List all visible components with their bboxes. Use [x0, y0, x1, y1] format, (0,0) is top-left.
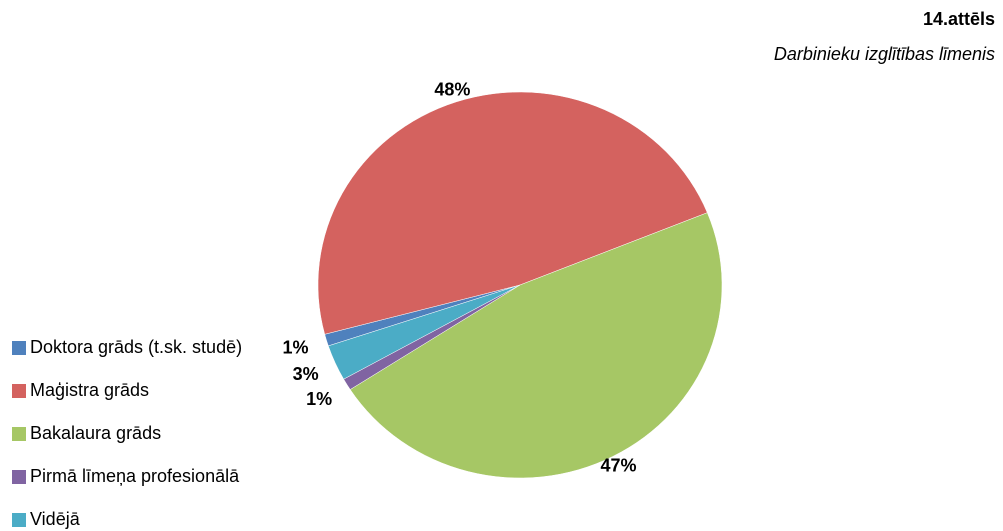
pie-slice — [349, 212, 723, 479]
data-label: 48% — [434, 80, 470, 100]
legend-label: Vidējā — [30, 509, 81, 529]
legend-swatch — [12, 513, 26, 527]
legend-swatch — [12, 384, 26, 398]
legend-label: Maģistra grāds — [30, 380, 149, 400]
legend-swatch — [12, 470, 26, 484]
legend-label: Bakalaura grāds — [30, 423, 161, 443]
chart-title: 14.attēls — [923, 9, 995, 29]
data-label: 47% — [601, 455, 637, 475]
legend-label: Pirmā līmeņa profesionālā — [30, 466, 240, 486]
data-label: 3% — [293, 364, 319, 384]
legend-swatch — [12, 427, 26, 441]
pie-slice — [317, 91, 708, 335]
legend-swatch — [12, 341, 26, 355]
data-label: 1% — [282, 338, 308, 358]
legend-label: Doktora grāds (t.sk. studē) — [30, 337, 242, 357]
data-label: 1% — [306, 389, 332, 409]
chart-subtitle: Darbinieku izglītības līmenis — [774, 44, 995, 64]
pie-slice — [328, 284, 521, 380]
